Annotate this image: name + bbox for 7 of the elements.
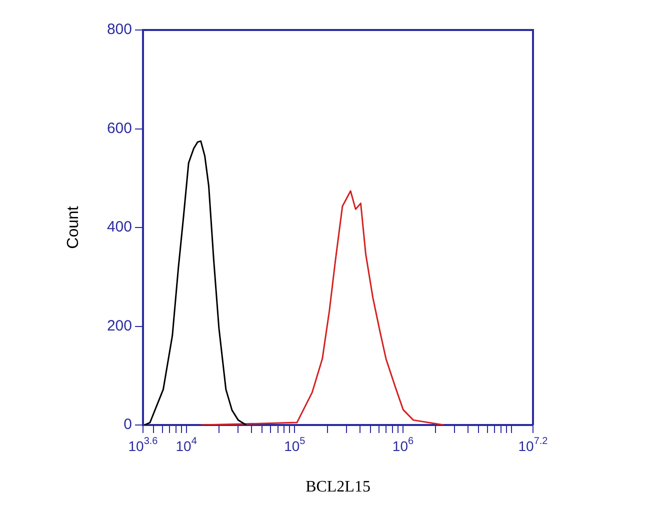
y-tick-label: 200 (106, 317, 132, 334)
x-axis-title: BCL2L15 (306, 478, 370, 496)
y-tick-label: 600 (106, 120, 132, 137)
y-tick-label: 0 (124, 416, 132, 434)
y-tick-label: 800 (106, 21, 132, 38)
y-axis-title: Count (65, 206, 82, 249)
y-tick-label: 400 (106, 218, 132, 236)
